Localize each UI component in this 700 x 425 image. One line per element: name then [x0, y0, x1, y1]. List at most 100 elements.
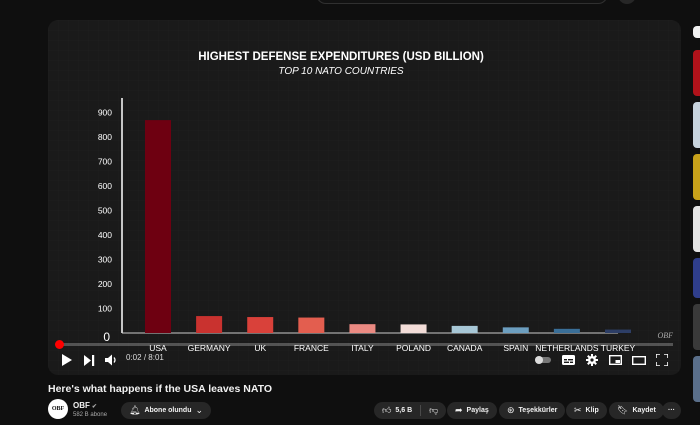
share-button[interactable]: ➦ Paylaş: [447, 402, 497, 419]
next-button[interactable]: [81, 351, 97, 369]
subscribe-button[interactable]: 🔔︎ Abone olundu ⌄: [121, 402, 212, 419]
sidebar-thumbnail-7[interactable]: [693, 356, 700, 402]
watermark: OBF: [657, 331, 673, 340]
x-tick-label: FRANCE: [294, 343, 329, 353]
video-player[interactable]: HIGHEST DEFENSE EXPENDITURES (USD BILLIO…: [48, 20, 681, 375]
bar-poland: [400, 324, 427, 333]
chevron-down-icon: ⌄: [195, 405, 204, 415]
volume-icon: [104, 354, 116, 366]
share-icon: ➦: [455, 405, 463, 415]
bar-canada: [451, 325, 478, 333]
theater-mode-icon: [632, 355, 646, 365]
time-display: 0:02 / 8:01: [126, 353, 164, 362]
x-tick-label: UK: [254, 343, 266, 353]
subscribe-label: Abone olundu: [144, 407, 192, 414]
chart-title: HIGHEST DEFENSE EXPENDITURES (USD BILLIO…: [198, 51, 484, 63]
progress-bar[interactable]: [55, 340, 673, 349]
voice-search-button[interactable]: [618, 0, 636, 4]
bar-france: [298, 317, 325, 333]
y-tick-label: 300: [98, 254, 112, 264]
scrubber-handle[interactable]: [55, 340, 64, 349]
y-tick-label: 800: [98, 132, 112, 142]
x-tick-label: GERMANY: [188, 343, 231, 353]
channel-name[interactable]: OBF: [73, 401, 90, 410]
miniplayer-icon: [608, 355, 622, 365]
bar-germany: [196, 316, 223, 333]
channel-name-row[interactable]: OBF ✔: [73, 401, 97, 410]
bar-turkey: [605, 329, 631, 333]
time-separator: /: [143, 353, 149, 362]
y-tick-label: 600: [98, 181, 112, 191]
bar-italy: [349, 324, 376, 333]
y-tick-label: 700: [98, 156, 112, 166]
subtitles-button[interactable]: [560, 351, 576, 369]
sidebar-thumbnail-1[interactable]: [693, 50, 700, 96]
gear-icon: [586, 354, 598, 366]
x-axis-labels: USA GERMANY UK FRANCE ITALY POLAND CANADA SPAIN…: [149, 343, 635, 353]
clip-button[interactable]: ✂ Klip: [566, 402, 607, 419]
thumbs-down-icon[interactable]: 👎︎: [429, 405, 439, 415]
play-icon: [61, 354, 72, 366]
bar-spain: [502, 327, 529, 333]
save-button[interactable]: 🔖︎ Kaydet: [609, 402, 664, 419]
x-tick-label: NETHERLANDS: [535, 343, 599, 353]
time-total: 8:01: [148, 353, 164, 362]
autoplay-toggle[interactable]: [534, 351, 552, 369]
y-tick-label: 100: [98, 303, 112, 313]
more-icon: ···: [668, 407, 675, 414]
skip-next-icon: [83, 354, 94, 366]
thumbs-up-icon: 👍︎: [382, 405, 392, 415]
x-tick-label: CANADA: [447, 343, 483, 353]
more-actions-button[interactable]: ···: [662, 402, 681, 419]
chart-subtitle: TOP 10 NATO COUNTRIES: [278, 66, 404, 77]
bar-usa: [145, 120, 171, 334]
y-tick-label: 200: [98, 279, 112, 289]
channel-avatar[interactable]: OBF: [48, 399, 68, 419]
fullscreen-button[interactable]: [654, 351, 670, 369]
settings-button[interactable]: [584, 351, 600, 369]
sidebar-thumbnail-2[interactable]: [693, 102, 700, 148]
bell-icon: 🔔︎: [129, 405, 141, 415]
thanks-label: Teşekkürler: [518, 407, 558, 414]
save-label: Kaydet: [632, 407, 656, 414]
theater-mode-button[interactable]: [630, 351, 648, 369]
sidebar-chip[interactable]: [693, 26, 700, 38]
y-tick-label: 0: [103, 330, 110, 344]
fullscreen-icon: [656, 354, 668, 366]
x-tick-label: SPAIN: [503, 343, 528, 353]
volume-button[interactable]: [103, 351, 119, 369]
bar-chart: HIGHEST DEFENSE EXPENDITURES (USD BILLIO…: [48, 20, 681, 375]
play-button[interactable]: [58, 351, 74, 369]
like-count: 5,6 B: [395, 407, 413, 414]
thanks-icon: ⊛: [507, 405, 515, 415]
y-tick-label: 900: [98, 107, 112, 117]
like-divider: [420, 405, 422, 416]
sidebar-thumbnail-5[interactable]: [693, 258, 700, 298]
verified-badge-icon: ✔: [91, 404, 97, 410]
miniplayer-button[interactable]: [607, 351, 623, 369]
bar-netherlands: [553, 328, 580, 333]
y-tick-label: 500: [98, 205, 112, 215]
like-button[interactable]: 👍︎ 5,6 B: [382, 405, 412, 416]
subscriber-count: 582 B abone: [73, 412, 108, 418]
subtitles-icon: [561, 355, 575, 365]
bar-uk: [247, 317, 274, 333]
sidebar-thumbnail-3[interactable]: [693, 154, 700, 200]
x-tick-label: ITALY: [351, 343, 374, 353]
x-tick-label: TURKEY: [601, 343, 636, 353]
sidebar-thumbnail-4[interactable]: [693, 206, 700, 252]
time-current: 0:02: [126, 353, 142, 362]
x-tick-label: POLAND: [396, 343, 431, 353]
share-label: Paylaş: [466, 407, 489, 414]
y-tick-label: 400: [98, 230, 112, 240]
autoplay-toggle-icon: [535, 356, 551, 364]
sidebar-thumbnail-6[interactable]: [693, 304, 700, 350]
search-bar[interactable]: [316, 0, 608, 4]
player-controls: 0:02 / 8:01: [48, 340, 681, 375]
like-dislike-group: 👍︎ 5,6 B 👎︎: [374, 402, 447, 419]
clip-label: Klip: [585, 407, 599, 414]
bars: [145, 120, 631, 334]
thanks-button[interactable]: ⊛ Teşekkürler: [499, 402, 566, 419]
x-tick-label: USA: [149, 343, 167, 353]
